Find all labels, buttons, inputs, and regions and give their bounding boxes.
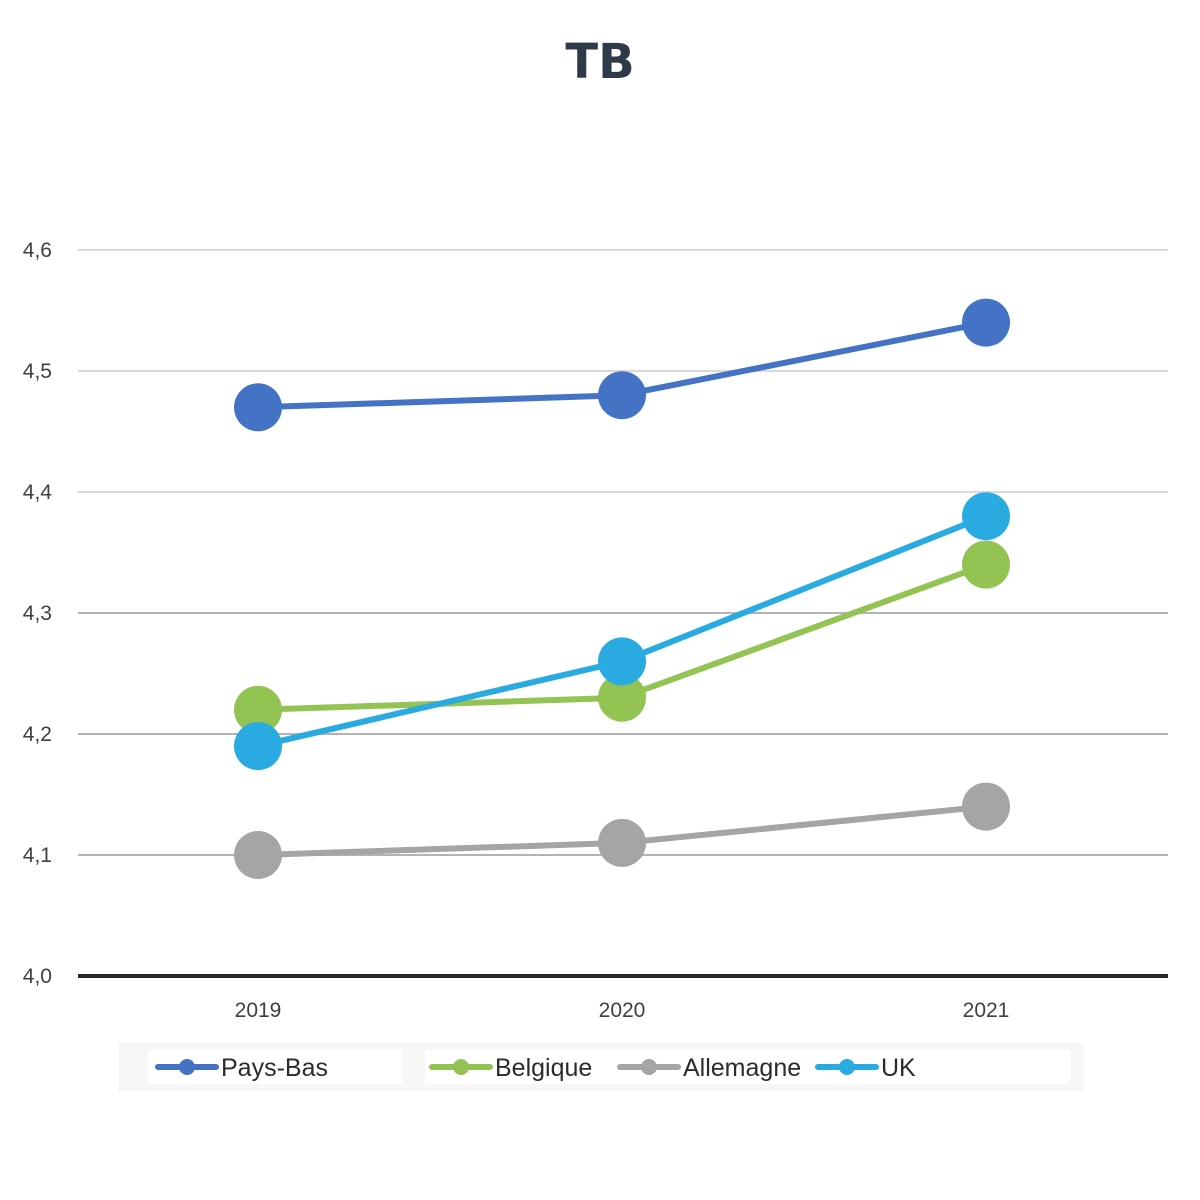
series-pays-bas [234,298,1010,432]
axes: 4,0 4,1 4,2 4,3 4,4 4,5 4,6 2019 2020 2021 [23,239,1168,1022]
legend-label: Pays-Bas [221,1054,328,1082]
data-point[interactable] [234,722,282,771]
chart-title: TB [565,34,634,90]
y-tick-label: 4,4 [23,481,53,504]
series-uk [234,492,1010,771]
legend-item[interactable]: UK [815,1054,916,1082]
legend-label: Belgique [495,1054,592,1082]
y-tick-label: 4,2 [23,723,52,746]
data-point[interactable] [598,673,646,722]
data-point[interactable] [962,782,1010,831]
legend-label: Allemagne [683,1054,801,1082]
legend-marker-icon [839,1059,855,1075]
y-tick-label: 4,1 [23,844,52,867]
legend-marker-icon [453,1059,469,1075]
data-point[interactable] [234,831,282,879]
series-belgique [234,540,1010,734]
data-point[interactable] [962,492,1010,541]
legend-label: UK [881,1054,916,1082]
data-point[interactable] [598,371,646,420]
data-point[interactable] [234,383,282,432]
data-point[interactable] [598,818,646,867]
legend-item[interactable]: Pays-Bas [155,1054,328,1082]
data-point[interactable] [962,298,1010,347]
data-point[interactable] [962,540,1010,589]
data-point[interactable] [598,637,646,686]
series-group [234,298,1010,879]
y-tick-label: 4,0 [23,965,52,988]
data-point[interactable] [234,685,282,734]
x-tick-label: 2020 [599,999,646,1022]
legend-marker-icon [641,1059,657,1075]
x-tick-label: 2019 [235,999,282,1022]
x-tick-label: 2021 [963,999,1010,1022]
legend-item[interactable]: Belgique [429,1054,592,1082]
y-tick-label: 4,3 [23,602,52,625]
legend-item[interactable]: Allemagne [617,1054,801,1082]
series-allemagne [234,782,1010,879]
legend-marker-icon [179,1059,195,1075]
legend: Pays-Bas Belgique Allemagne UK [118,1043,1084,1091]
y-tick-label: 4,6 [23,239,52,262]
y-tick-label: 4,5 [23,360,52,383]
